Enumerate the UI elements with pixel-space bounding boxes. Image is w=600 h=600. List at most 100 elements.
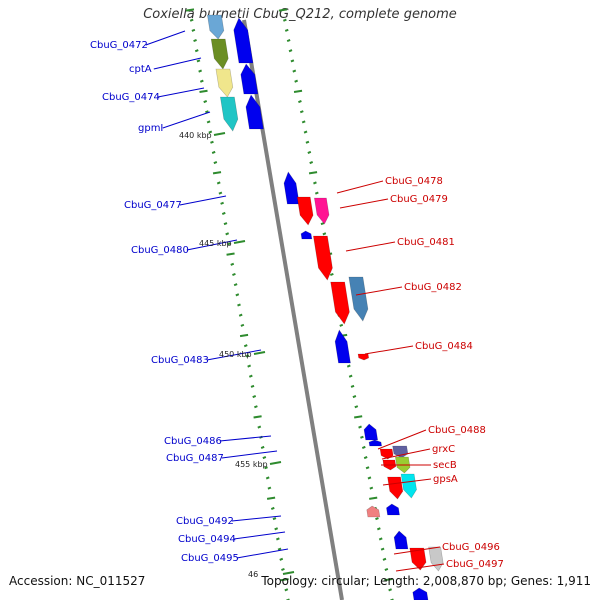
ring-tick — [354, 415, 363, 419]
ring-tick — [322, 232, 327, 236]
leader-line — [231, 515, 282, 522]
ring-tick — [199, 79, 204, 83]
ring-tick — [284, 588, 289, 592]
ring-tick — [203, 100, 208, 104]
genome-summary-text: Topology: circular; Length: 2,008,870 bp… — [261, 574, 591, 588]
ring-tick — [388, 588, 392, 592]
label-cbug_0495: CbuG_0495 — [181, 553, 239, 564]
leader-line — [377, 429, 427, 450]
ring-tick — [238, 313, 243, 317]
gene-cbug-0481-shape — [313, 235, 333, 281]
ring-tick — [233, 283, 238, 287]
leader-line — [186, 239, 238, 251]
gene-cbug-0480 — [300, 230, 313, 240]
ring-tick — [363, 456, 368, 460]
gene-gpmi-shape — [220, 96, 239, 132]
ring-tick — [198, 69, 203, 73]
ring-tick — [266, 496, 276, 500]
tick-label: 455 kbp — [235, 460, 268, 469]
ring-tick — [216, 181, 221, 185]
leader-line — [179, 195, 227, 206]
gene-blue-1-shape — [233, 17, 254, 64]
ring-tick — [267, 486, 272, 490]
ring-tick — [208, 130, 213, 134]
label-cbug_0494: CbuG_0494 — [178, 534, 236, 545]
tick-mark — [269, 461, 282, 465]
ring-tick — [230, 262, 235, 266]
tick-label: 46 — [248, 570, 258, 579]
ring-tick — [309, 161, 314, 165]
leader-line — [393, 546, 441, 555]
leader-line — [219, 435, 272, 442]
ring-tick — [226, 252, 235, 256]
gene-cbug-0487-shape — [368, 439, 382, 447]
gene-bottom-shape — [412, 587, 429, 600]
gene-blue-3-shape — [245, 94, 264, 130]
ring-tick — [352, 395, 357, 399]
ring-tick — [346, 364, 351, 368]
gene-cbug-0478 — [296, 196, 314, 226]
gene-cbug-0496-shape — [409, 547, 427, 571]
label-cpta: cptA — [129, 64, 152, 75]
gene-cbug-0492 — [366, 505, 381, 518]
ring-tick — [299, 110, 304, 114]
ring-tick — [213, 161, 218, 165]
gene-cbug-0486-shape — [363, 423, 379, 441]
label-leader-lines — [145, 30, 445, 572]
gene-features — [207, 14, 444, 600]
gene-red-extra-shape — [330, 281, 350, 325]
gene-cbug-0481 — [313, 235, 333, 281]
label-cbug_0483: CbuG_0483 — [151, 355, 209, 366]
gene-cbug-0472 — [207, 14, 225, 40]
ring-tick — [348, 374, 353, 378]
leader-line — [381, 448, 431, 460]
label-cbug_0478: CbuG_0478 — [385, 176, 443, 187]
label-cbug_0487: CbuG_0487 — [166, 453, 224, 464]
ring-tick — [360, 435, 364, 439]
ring-tick — [260, 445, 265, 449]
ring-tick — [245, 354, 250, 358]
ring-tick — [212, 171, 222, 175]
ring-tick — [384, 567, 389, 572]
ring-tick — [303, 130, 308, 134]
ring-tick — [307, 150, 312, 154]
ring-tick — [298, 100, 302, 104]
ring-tick — [369, 496, 378, 500]
ring-tick — [185, 8, 195, 12]
ring-tick — [264, 466, 268, 470]
ring-tick — [218, 191, 223, 195]
ring-tick — [350, 384, 355, 388]
ring-tick — [294, 79, 299, 83]
gene-cbug-0482 — [348, 276, 369, 322]
ring-tick — [329, 272, 334, 277]
ring-tick — [243, 344, 248, 348]
ring-tick — [284, 28, 289, 32]
ring-tick — [375, 517, 379, 521]
gene-cbug-0480-shape — [300, 230, 313, 240]
label-gpsa: gpsA — [433, 474, 458, 485]
gene-cbug-0484-shape — [357, 353, 370, 361]
label-secb: secB — [433, 460, 457, 471]
ring-tick — [237, 303, 241, 307]
ring-tick — [376, 527, 381, 531]
leader-line — [395, 563, 445, 572]
ring-tick — [283, 18, 287, 22]
label-grxc: grxC — [432, 444, 455, 455]
gene-cpta — [210, 38, 229, 70]
gene-cbug-0496 — [409, 547, 427, 571]
gene-cbug-0474 — [215, 68, 234, 98]
leader-line — [345, 241, 396, 252]
gene-cbug-0488-shape — [392, 445, 409, 459]
ring-tick — [301, 120, 306, 124]
leader-line — [236, 548, 289, 559]
gene-gpsa-shape — [400, 473, 417, 499]
leader-line — [339, 198, 389, 209]
label-cbug_0472: CbuG_0472 — [90, 40, 148, 51]
ring-tick — [382, 557, 387, 561]
leader-line — [206, 349, 262, 361]
gene-gpmi — [220, 96, 239, 132]
ring-tick — [232, 272, 236, 277]
tick-label: 440 kbp — [179, 131, 212, 140]
ring-tick — [278, 8, 288, 12]
ring-tick — [277, 547, 282, 551]
